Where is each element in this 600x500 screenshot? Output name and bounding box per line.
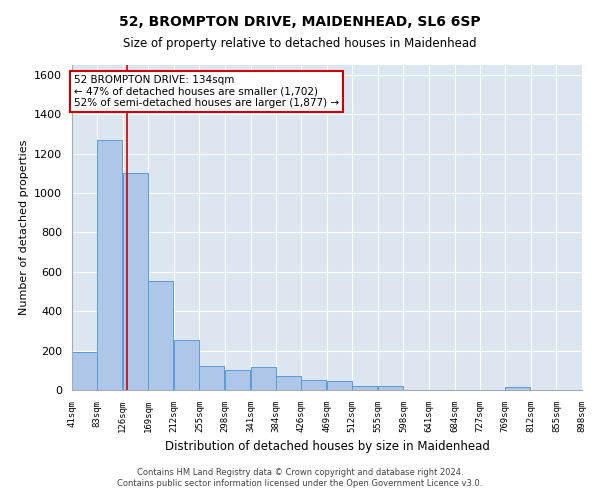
Text: Contains HM Land Registry data © Crown copyright and database right 2024.
Contai: Contains HM Land Registry data © Crown c… [118,468,482,487]
Bar [199,366,224,390]
Y-axis label: Number of detached properties: Number of detached properties [19,140,29,315]
Bar [378,386,403,390]
Text: 52, BROMPTON DRIVE, MAIDENHEAD, SL6 6SP: 52, BROMPTON DRIVE, MAIDENHEAD, SL6 6SP [119,15,481,29]
Bar [276,376,301,390]
Bar [327,381,352,390]
Bar [505,388,530,390]
Text: Size of property relative to detached houses in Maidenhead: Size of property relative to detached ho… [123,38,477,51]
Bar [72,352,97,390]
X-axis label: Distribution of detached houses by size in Maidenhead: Distribution of detached houses by size … [164,440,490,454]
Bar [352,386,377,390]
Text: 52 BROMPTON DRIVE: 134sqm
← 47% of detached houses are smaller (1,702)
52% of se: 52 BROMPTON DRIVE: 134sqm ← 47% of detac… [74,75,339,108]
Bar [251,368,275,390]
Bar [301,380,326,390]
Bar [148,280,173,390]
Bar [122,174,148,390]
Bar [97,140,122,390]
Bar [225,370,250,390]
Bar [174,340,199,390]
